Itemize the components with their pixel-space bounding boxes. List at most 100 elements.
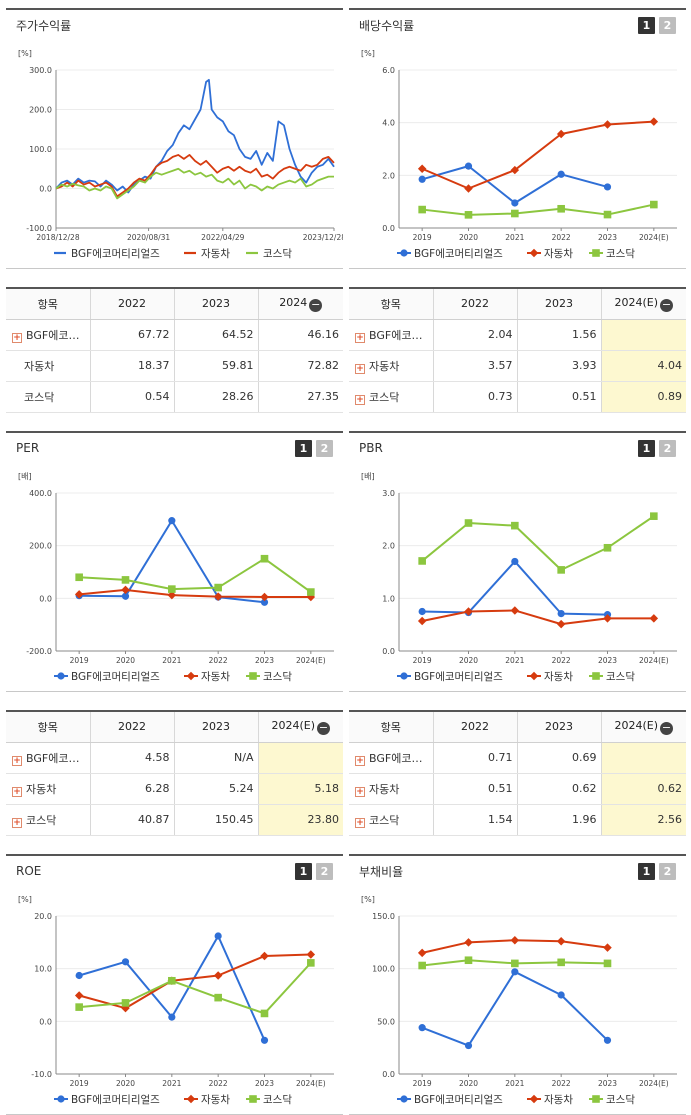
table-cell: 1.96 [516,804,601,836]
legend-label: 자동차 [201,248,230,260]
pager-button-2[interactable]: 2 [659,862,676,880]
legend-label: 자동차 [201,1094,230,1106]
expand-icon[interactable]: + [355,363,365,374]
data-point [168,517,176,525]
x-tick-label: 2022 [552,656,571,665]
table-cell: 0.71 [432,742,517,774]
data-table: 항목 2022 2023 2024− + BGF에코… 67.72 64.52 46.16 자동차… [6,287,343,413]
table-cell: 1.54 [432,804,517,836]
pager-button-2[interactable]: 2 [316,439,333,457]
data-point [168,1013,176,1021]
row-name-cell[interactable]: + BGF에코… [6,742,90,774]
pager-button-1[interactable]: 1 [295,862,312,880]
table-cell: 2.04 [432,319,517,351]
table-row: + 코스닥 40.87 150.45 23.80 [6,804,343,836]
pager-button-2[interactable]: 2 [659,16,676,34]
y-tick-label: 3.0 [382,489,395,498]
data-point [121,592,130,600]
data-point [511,521,519,530]
collapse-icon[interactable]: − [660,720,674,735]
data-table: 항목 2022 2023 2024(E) − + BGF에코… 0.71 0.69 + 자동차 0.5… [349,710,686,836]
series-line [421,515,655,571]
series-line [421,120,654,190]
y-tick-label: 10.0 [34,965,52,974]
panel-debt-ratio: 부채비율 1 2 [%] 150.0 100.0 50.0 0.0 2019 2020 2021 20… [349,854,686,1115]
row-name-cell[interactable]: + 자동차 [349,350,433,382]
table-cell: 27.35 [257,381,343,413]
table-cell: 67.72 [89,319,174,351]
x-tick-label: 2022 [209,656,228,665]
data-point [464,1041,473,1050]
series-2 [417,606,659,629]
row-name-cell[interactable]: + 코스닥 [349,381,433,413]
row-name-cell[interactable]: + BGF에코… [349,742,433,774]
data-point [75,573,83,582]
series-3 [418,512,658,574]
y-tick-label: 300.0 [29,66,52,75]
legend-swatch-marker [400,672,408,680]
pager-button-2[interactable]: 2 [659,439,676,457]
chart-box: 배당수익률 1 2 [%] 6.0 4.0 2.0 0.0 2019 2020 2021 2022 20… [349,8,686,269]
table-header-cell: 2023 [516,288,601,320]
data-point [556,937,566,946]
data-point [603,183,612,191]
series-3 [75,959,315,1018]
data-point [418,1024,426,1032]
row-name-cell[interactable]: + BGF에코… [349,319,433,351]
expand-icon[interactable]: + [355,394,365,405]
expand-icon[interactable]: + [12,786,22,797]
expand-icon[interactable]: + [355,755,365,766]
row-name: BGF에코… [26,328,80,342]
expand-icon[interactable]: + [12,817,22,828]
row-name-cell[interactable]: + BGF에코… [6,319,90,351]
collapse-icon[interactable]: − [317,720,331,735]
collapse-icon[interactable]: − [309,297,323,312]
pager-button-1[interactable]: 1 [638,16,655,34]
collapse-icon[interactable]: − [660,297,674,312]
data-point [557,991,565,999]
y-tick-label: 2.0 [382,171,395,180]
pager-button-2[interactable]: 2 [316,862,333,880]
y-unit-label: [%] [18,49,32,58]
expand-icon[interactable]: + [355,332,365,343]
table-cell: 28.26 [173,381,258,413]
table-header-cell: 항목 [349,288,433,320]
table-row: + BGF에코… 0.71 0.69 [349,742,686,774]
x-tick-label: 2023 [598,233,617,242]
legend-label: 자동차 [201,671,230,683]
data-point [556,619,566,629]
data-point [603,210,612,219]
row-name-cell[interactable]: + 자동차 [349,773,433,805]
expand-icon[interactable]: + [12,755,22,766]
data-point [511,557,519,566]
y-unit-label: [%] [18,895,32,904]
legend-swatch-marker [592,249,600,257]
expand-icon[interactable]: + [12,332,22,343]
series-line [422,203,655,216]
series-line [55,154,335,198]
x-tick-label: 2022 [552,1079,571,1088]
table-header-label: 2023 [545,297,573,311]
data-point [464,607,473,616]
table-cell: 0.51 [432,773,517,805]
expand-icon[interactable]: + [355,786,365,797]
chart-legend: BGF에코머티리얼즈 자동차 코스닥 [54,1094,292,1106]
table-header-label: 2022 [461,297,489,311]
pager-button-1[interactable]: 1 [638,862,655,880]
row-name-cell[interactable]: + 코스닥 [6,804,90,836]
expand-icon[interactable]: + [355,817,365,828]
x-tick-label: 2020 [116,656,135,665]
table-cell: N/A [173,742,258,774]
table-cell: 4.04 [600,350,686,382]
chart-header: 배당수익률 1 2 [349,10,686,40]
table-cell: 40.87 [89,804,174,836]
pager-button-1[interactable]: 1 [638,439,655,457]
legend-label: BGF에코머티리얼즈 [414,1094,503,1106]
x-tick-label: 2023 [255,656,274,665]
x-tick-label: 2019 [70,656,89,665]
row-name-cell[interactable]: + 코스닥 [349,804,433,836]
row-name-cell[interactable]: + 자동차 [6,773,90,805]
row-name: 코스닥 [369,390,400,404]
pager-button-1[interactable]: 1 [295,439,312,457]
y-tick-label: 0.0 [382,1070,395,1079]
